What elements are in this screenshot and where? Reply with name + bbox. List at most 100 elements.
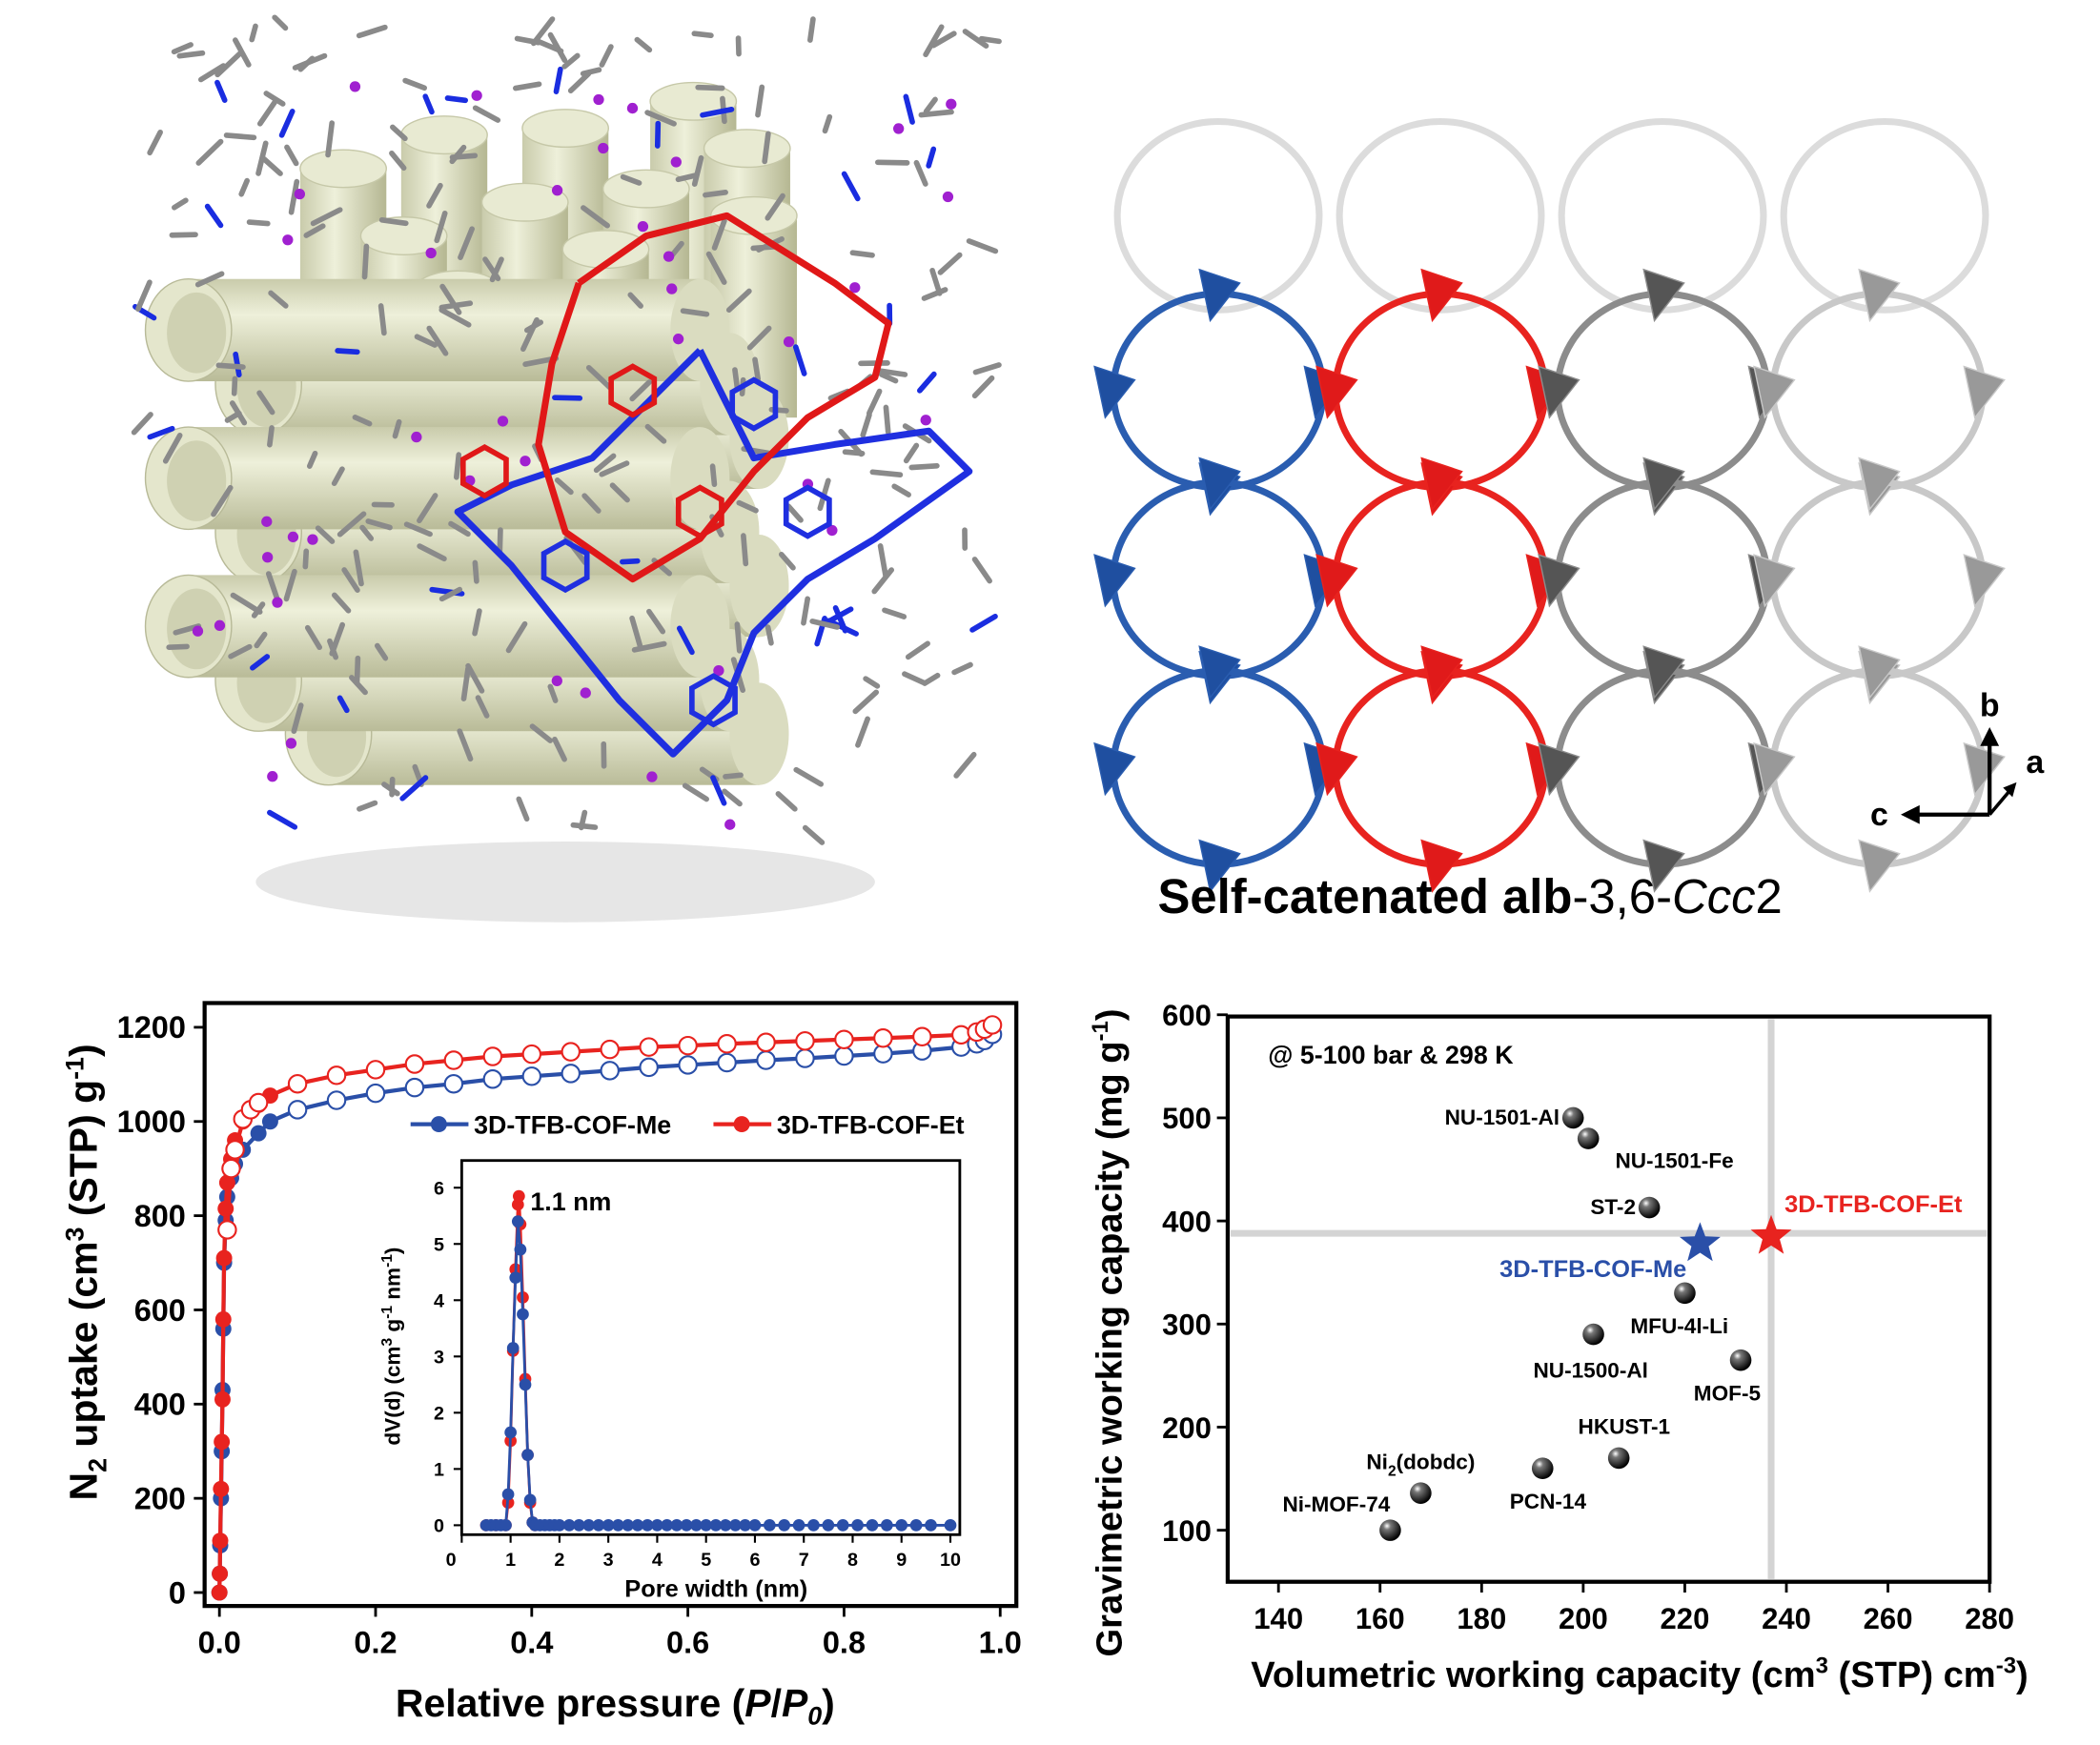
framework-bond xyxy=(254,631,268,649)
framework-bond xyxy=(778,551,796,571)
framework-bond xyxy=(547,31,568,64)
framework-bond xyxy=(691,30,714,39)
tetrahedral-node xyxy=(1198,268,1241,323)
tetrahedral-node xyxy=(1420,268,1463,323)
plot-frame xyxy=(202,1001,1019,1609)
net-ring xyxy=(1332,667,1549,868)
framework-bond xyxy=(325,120,336,158)
atom xyxy=(551,185,563,196)
framework-bond xyxy=(552,736,567,762)
framework-bond xyxy=(732,367,741,392)
tetrahedral-node xyxy=(1093,554,1136,608)
framework-bond xyxy=(438,307,472,328)
material-label: Ni-MOF-74 xyxy=(1282,1492,1390,1516)
framework-bond xyxy=(438,300,474,311)
net-ring xyxy=(1769,478,1987,680)
material-point xyxy=(1531,1457,1554,1480)
framework-bond xyxy=(581,493,601,514)
framework-bond xyxy=(585,365,614,392)
x-tick-label: 0.8 xyxy=(823,1626,866,1660)
desorption-point xyxy=(561,1042,581,1062)
desorption-point xyxy=(678,1055,698,1075)
net-ring xyxy=(1769,667,1987,868)
desorption-point xyxy=(443,1050,464,1070)
framework-bond xyxy=(917,371,937,394)
y-tick-label: 500 xyxy=(1162,1102,1212,1135)
framework-bond xyxy=(822,113,833,134)
net-ring xyxy=(1554,290,1771,492)
desorption-point xyxy=(521,1044,542,1065)
blue-ring xyxy=(540,538,590,594)
framework-bond xyxy=(921,287,948,301)
highlight-label: 3D-TFB-COF-Et xyxy=(1784,1191,1963,1218)
framework-bond xyxy=(195,138,224,166)
blue-subnetwork xyxy=(454,348,973,758)
framework-bond xyxy=(644,110,677,127)
framework-bond xyxy=(458,226,475,260)
framework-bond xyxy=(482,256,501,282)
material-label: NU-1501-Al xyxy=(1445,1106,1560,1129)
material-label: HKUST-1 xyxy=(1579,1414,1671,1438)
axis-indicator: b a c xyxy=(1870,688,2045,833)
framework-bond xyxy=(365,518,393,531)
material-label: Ni2(dobdc) xyxy=(1366,1450,1475,1479)
framework-bond xyxy=(902,671,928,686)
framework-bond xyxy=(284,144,299,167)
framework-bond xyxy=(863,676,881,689)
framework-bond xyxy=(567,71,592,94)
framework-bond xyxy=(231,375,238,396)
framework-bond xyxy=(256,97,279,127)
framework-bond xyxy=(923,96,938,114)
adsorption-point xyxy=(215,1249,233,1267)
x-tick-label: 0.2 xyxy=(354,1626,397,1660)
framework-bond xyxy=(166,643,190,651)
framework-bond xyxy=(736,499,759,514)
x-tick-label: 1.0 xyxy=(979,1626,1022,1660)
psd-point xyxy=(851,1519,864,1532)
atom xyxy=(670,156,682,168)
framework-bond xyxy=(809,619,841,630)
pore-cylinder-end xyxy=(670,575,730,678)
pore-cylinder-end xyxy=(480,182,569,222)
framework-bond xyxy=(929,267,943,296)
framework-bond xyxy=(332,592,352,614)
adsorption-point xyxy=(213,1480,230,1497)
tetrahedral-node xyxy=(1315,741,1358,797)
tetrahedral-node xyxy=(1538,365,1580,419)
framework-bond xyxy=(792,344,807,376)
atom xyxy=(261,516,273,527)
desorption-point xyxy=(756,1032,776,1052)
psd-point xyxy=(763,1519,776,1532)
tetrahedral-node xyxy=(1858,839,1901,893)
psd-point xyxy=(944,1519,957,1532)
label-part: Ni xyxy=(1366,1450,1388,1473)
atom xyxy=(724,819,736,830)
atom xyxy=(893,123,905,134)
inset-y-tick-label: 5 xyxy=(434,1234,444,1255)
framework-bond xyxy=(723,772,744,780)
atom xyxy=(285,738,297,749)
framework-bond xyxy=(553,66,563,94)
pore-cylinder-end xyxy=(521,109,610,149)
psd-point xyxy=(612,1519,624,1532)
pore-cylinder-end xyxy=(601,169,690,209)
adsorption-point xyxy=(211,1584,228,1601)
atom xyxy=(593,93,604,106)
y-tick-label: 100 xyxy=(1162,1514,1212,1548)
framework-bond xyxy=(475,695,490,719)
inset-y-tick-label: 3 xyxy=(434,1347,444,1368)
framework-bond xyxy=(695,84,725,91)
framework-bond xyxy=(353,549,364,587)
y-tick-label: 1000 xyxy=(117,1105,186,1139)
framework-bond xyxy=(223,132,257,141)
framework-bond xyxy=(439,283,462,315)
framework-bond xyxy=(361,243,370,280)
net-topology-diagram xyxy=(1093,117,2006,893)
tetrahedral-node xyxy=(1858,457,1901,511)
framework-bond xyxy=(472,608,482,637)
framework-bond xyxy=(807,16,816,43)
framework-bond xyxy=(214,50,244,78)
framework-bond xyxy=(434,210,448,244)
net-ring xyxy=(1110,478,1327,680)
framework-bond xyxy=(176,50,206,59)
